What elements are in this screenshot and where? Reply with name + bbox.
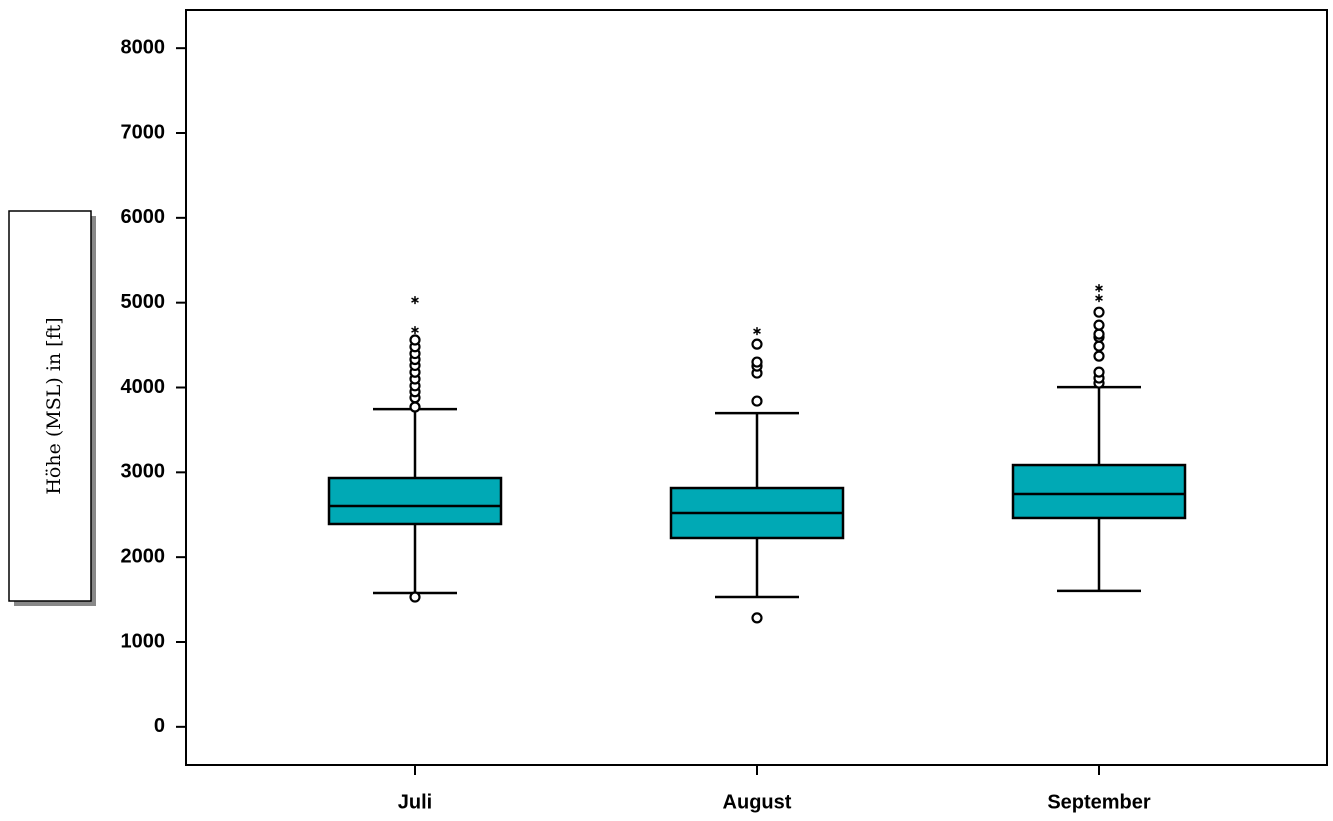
outlier (1093, 350, 1105, 362)
outlier (751, 395, 763, 407)
outlier (1093, 319, 1105, 331)
extreme (753, 327, 761, 336)
box (1011, 463, 1187, 520)
outlier (1093, 366, 1105, 378)
y-tick-label: 4000 (121, 376, 166, 398)
outlier (1093, 340, 1105, 352)
y-tick-label: 0 (154, 715, 165, 737)
x-tick-label: August (723, 791, 792, 813)
y-tick-label: 1000 (121, 630, 166, 652)
y-tick-label: 3000 (121, 461, 166, 483)
x-tick-label: September (1047, 791, 1151, 813)
extreme (411, 326, 419, 335)
y-label-box (8, 210, 92, 602)
y-tick-label: 2000 (121, 545, 166, 567)
y-tick-label: 5000 (121, 291, 166, 313)
y-axis-label: Höhe (MSL) in [ft] (43, 317, 65, 494)
outlier (409, 334, 421, 346)
outlier (751, 338, 763, 350)
extreme (1095, 284, 1103, 293)
y-tick-label: 8000 (121, 36, 166, 58)
outlier (409, 401, 421, 413)
plot-frame (185, 9, 1328, 766)
extreme (1095, 294, 1103, 303)
extreme (411, 296, 419, 305)
outlier (1093, 328, 1105, 340)
box (327, 476, 503, 526)
outlier (751, 612, 763, 624)
outlier (409, 591, 421, 603)
y-tick-label: 7000 (121, 121, 166, 143)
outlier (751, 356, 763, 368)
outlier (1093, 306, 1105, 318)
y-tick-label: 6000 (121, 206, 166, 228)
x-tick-label: Juli (398, 791, 432, 813)
